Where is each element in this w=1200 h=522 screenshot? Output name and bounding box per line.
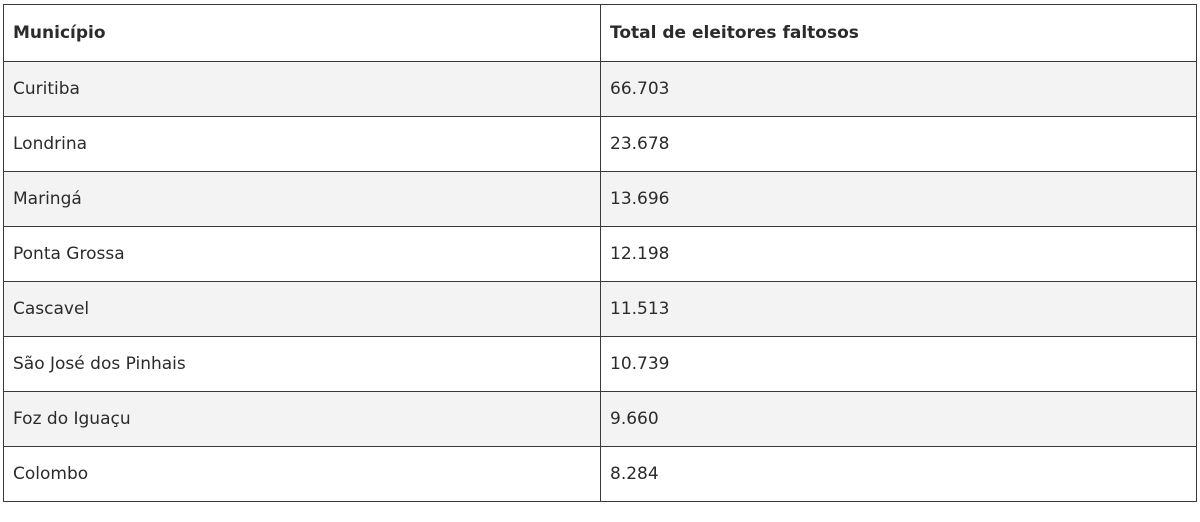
data-table-container: Município Total de eleitores faltosos Cu… [3,4,1197,516]
table-row: Cascavel 11.513 [3,281,1197,337]
cell-municipio: Cascavel [3,281,601,337]
table-row: Ponta Grossa 12.198 [3,226,1197,282]
cell-total: 23.678 [600,116,1197,172]
table-row: Londrina 23.678 [3,116,1197,172]
voters-table: Município Total de eleitores faltosos Cu… [3,4,1197,502]
cell-municipio: Ponta Grossa [3,226,601,282]
cell-municipio: Foz do Iguaçu [3,391,601,447]
cell-total: 8.284 [600,446,1197,502]
cell-municipio: Maringá [3,171,601,227]
table-row: Foz do Iguaçu 9.660 [3,391,1197,447]
cell-total: 66.703 [600,61,1197,117]
cell-municipio: São José dos Pinhais [3,336,601,392]
header-municipio: Município [3,4,601,62]
table-header-row: Município Total de eleitores faltosos [3,4,1197,62]
table-row: Maringá 13.696 [3,171,1197,227]
cell-total: 9.660 [600,391,1197,447]
cell-municipio: Londrina [3,116,601,172]
cell-municipio: Colombo [3,446,601,502]
table-row: Curitiba 66.703 [3,61,1197,117]
cell-total: 12.198 [600,226,1197,282]
table-row: Colombo 8.284 [3,446,1197,502]
cell-municipio: Curitiba [3,61,601,117]
cell-total: 11.513 [600,281,1197,337]
cell-total: 10.739 [600,336,1197,392]
cell-total: 13.696 [600,171,1197,227]
header-total-faltosos: Total de eleitores faltosos [600,4,1197,62]
table-row: São José dos Pinhais 10.739 [3,336,1197,392]
